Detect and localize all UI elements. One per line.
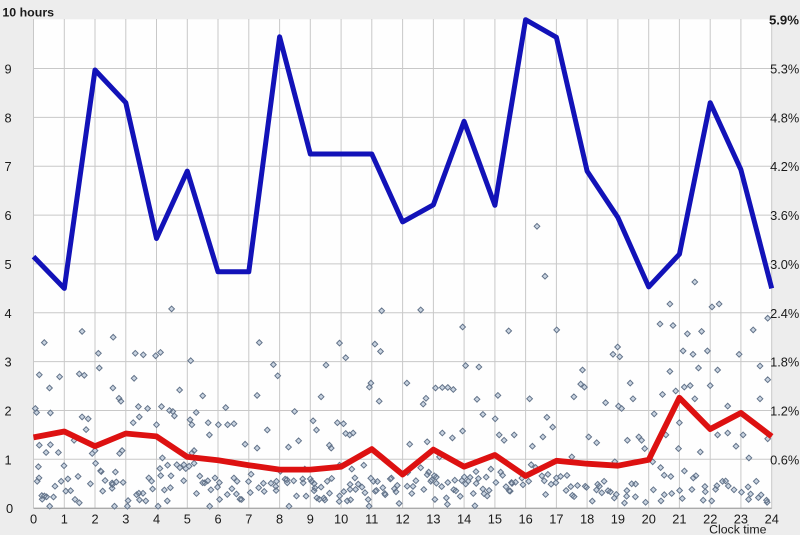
svg-text:5: 5 (184, 512, 191, 527)
svg-text:21: 21 (672, 512, 686, 527)
svg-text:5: 5 (5, 257, 12, 272)
svg-text:4: 4 (153, 512, 160, 527)
svg-text:Clock time: Clock time (709, 523, 767, 536)
svg-text:3.6%: 3.6% (770, 208, 799, 223)
svg-text:13: 13 (426, 512, 440, 527)
svg-text:20: 20 (642, 512, 656, 527)
svg-text:7: 7 (245, 512, 252, 527)
svg-text:4.2%: 4.2% (770, 159, 799, 174)
svg-text:2.4%: 2.4% (770, 306, 799, 321)
svg-text:17: 17 (549, 512, 563, 527)
svg-text:1.2%: 1.2% (770, 404, 799, 419)
svg-text:7: 7 (5, 159, 12, 174)
svg-text:19: 19 (611, 512, 625, 527)
svg-text:0.6%: 0.6% (770, 452, 799, 467)
svg-text:2: 2 (91, 512, 98, 527)
svg-text:5.3%: 5.3% (770, 62, 799, 77)
svg-text:6: 6 (5, 208, 12, 223)
svg-text:24: 24 (765, 512, 779, 527)
svg-text:6: 6 (214, 512, 221, 527)
svg-text:3.0%: 3.0% (770, 257, 799, 272)
svg-text:9: 9 (5, 62, 12, 77)
svg-text:18: 18 (580, 512, 594, 527)
svg-text:1.8%: 1.8% (770, 355, 799, 370)
svg-text:4: 4 (5, 306, 12, 321)
svg-text:1: 1 (5, 452, 12, 467)
svg-text:22: 22 (703, 512, 717, 527)
svg-text:10: 10 (334, 512, 348, 527)
svg-text:0: 0 (30, 512, 37, 527)
svg-text:8: 8 (5, 110, 12, 125)
svg-text:11: 11 (365, 512, 378, 527)
svg-text:3: 3 (122, 512, 129, 527)
svg-text:8: 8 (276, 512, 283, 527)
svg-text:14: 14 (457, 512, 471, 527)
svg-text:12: 12 (395, 512, 409, 527)
svg-text:16: 16 (518, 512, 532, 527)
svg-text:4.8%: 4.8% (770, 110, 799, 125)
svg-text:23: 23 (734, 512, 748, 527)
svg-text:15: 15 (488, 512, 502, 527)
svg-text:5.9%: 5.9% (769, 13, 799, 28)
svg-text:3: 3 (5, 355, 12, 370)
svg-text:1: 1 (61, 512, 68, 527)
svg-text:0: 0 (6, 501, 13, 516)
svg-text:2: 2 (5, 404, 12, 419)
svg-text:9: 9 (307, 512, 314, 527)
svg-text:10 hours: 10 hours (2, 6, 54, 20)
